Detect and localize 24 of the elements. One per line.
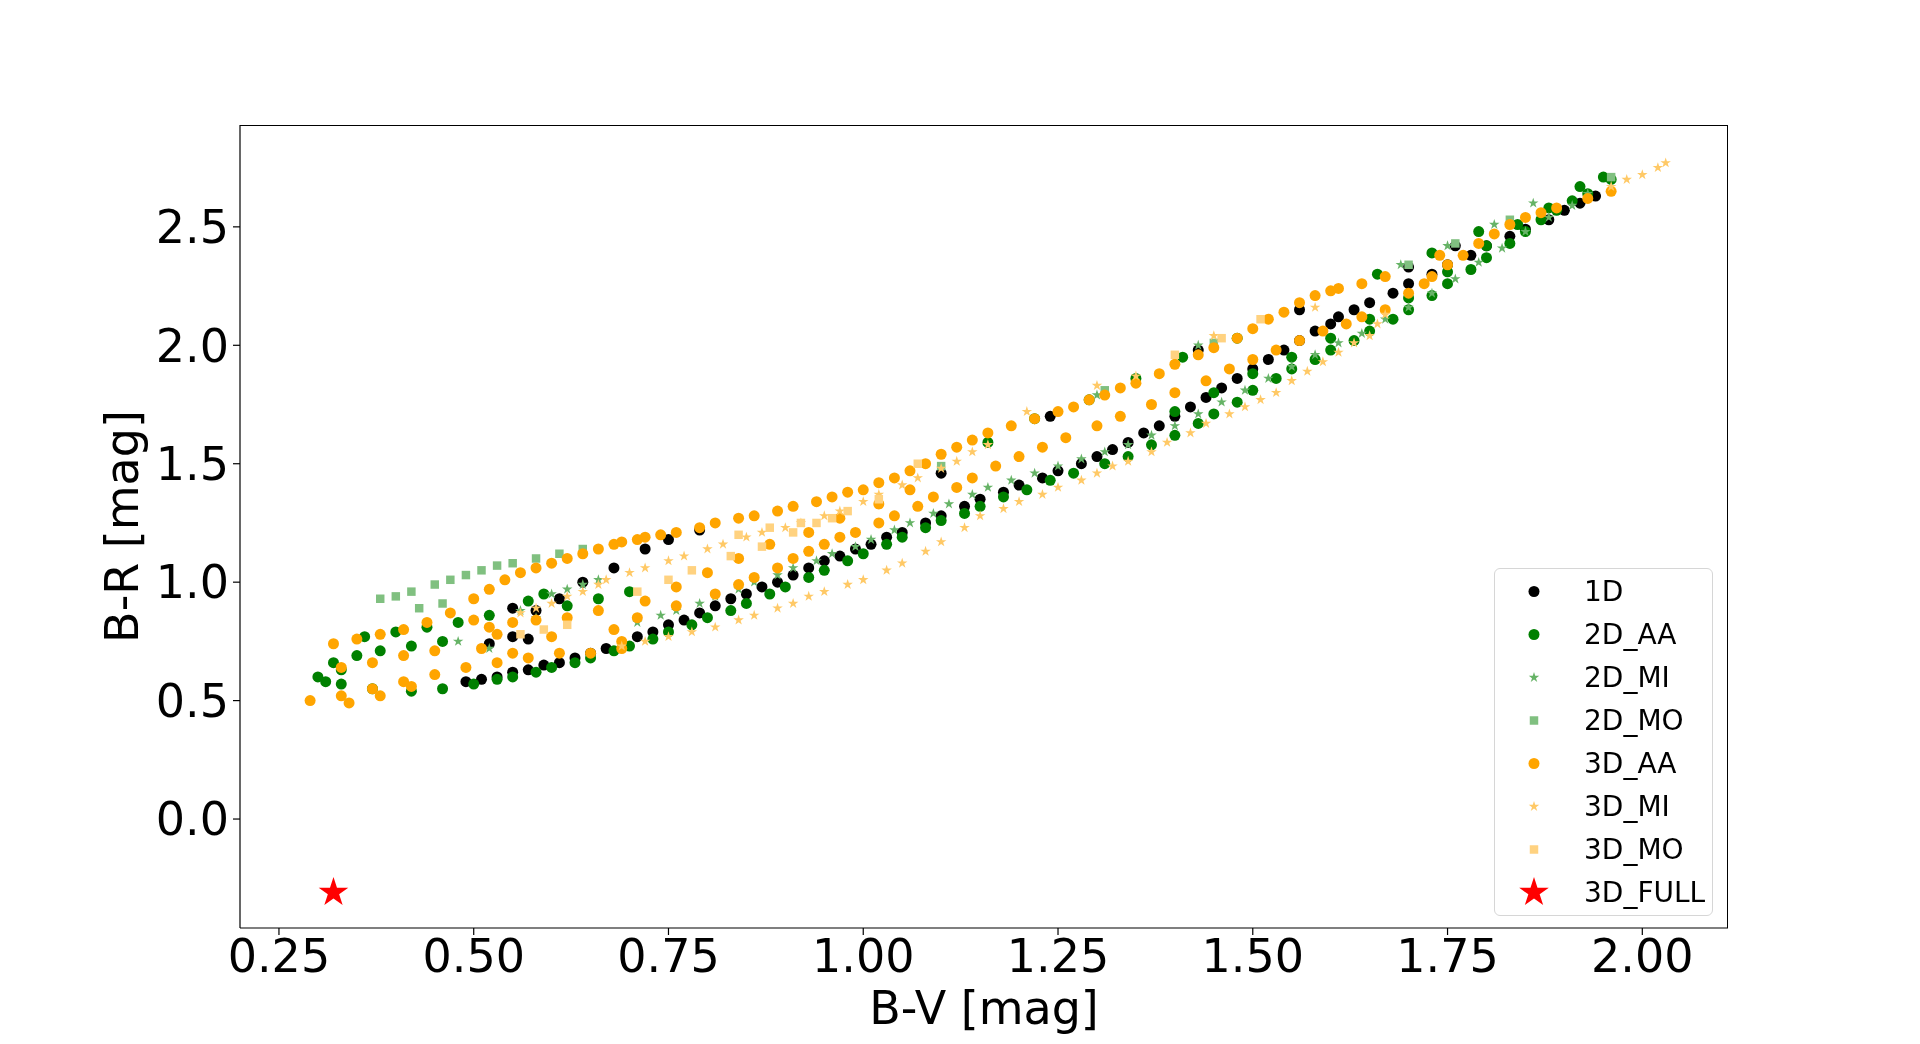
x-tick-label: 1.75	[1396, 928, 1499, 983]
y-tick-label: 0.0	[155, 792, 229, 847]
x-tick-label: 0.25	[227, 928, 331, 983]
y-axis-title: B-R [mag]	[95, 410, 149, 643]
x-tick-label: 1.00	[812, 928, 915, 983]
legend-label: 3D_MI	[1584, 790, 1670, 823]
x-tick-label: 2.00	[1591, 928, 1694, 983]
legend-label: 3D_AA	[1584, 747, 1677, 780]
y-tick-label: 2.5	[155, 200, 229, 255]
legend-label: 3D_FULL	[1584, 876, 1706, 909]
x-tick-label: 1.50	[1201, 928, 1304, 983]
y-tick-label: 2.0	[155, 318, 229, 373]
legend-label: 2D_AA	[1584, 618, 1677, 651]
y-tick-label: 0.5	[155, 673, 229, 728]
x-tick-label: 1.25	[1006, 928, 1110, 983]
x-tick-label: 0.75	[617, 928, 720, 983]
y-tick-label: 1.0	[155, 555, 229, 610]
legend-label: 2D_MO	[1584, 704, 1684, 737]
x-axis-title: B-V [mag]	[869, 981, 1099, 1035]
legend-label: 3D_MO	[1584, 833, 1684, 866]
legend-label: 1D	[1584, 575, 1624, 608]
legend-label: 2D_MI	[1584, 661, 1670, 694]
x-tick-label: 0.50	[422, 928, 525, 983]
y-tick-label: 1.5	[155, 437, 229, 492]
